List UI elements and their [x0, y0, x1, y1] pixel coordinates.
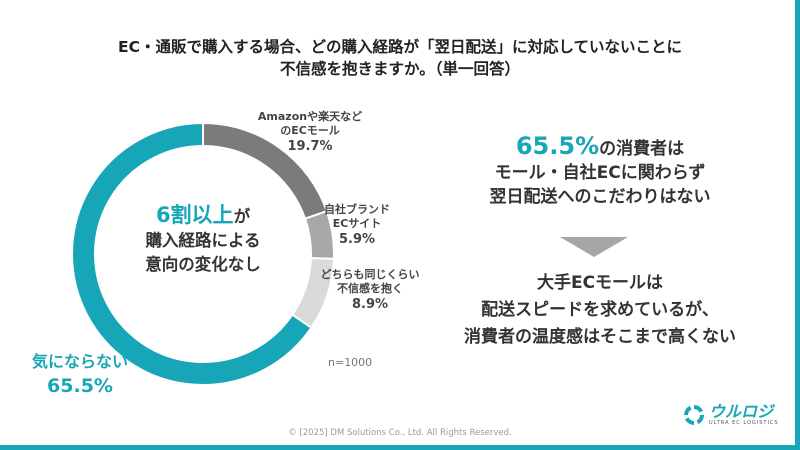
data-label: 65.5% [47, 375, 113, 397]
question-title: EC・通販で購入する場合、どの購入経路が「翌日配送」に対応していないことに 不信… [0, 36, 800, 80]
label-text: のECモール [280, 124, 340, 137]
frame-border-bottom [0, 445, 800, 450]
label-text: 不信感を抱く [337, 282, 403, 295]
label-text: ECサイト [332, 217, 382, 230]
slice-label-own-ec: 自社ブランド ECサイト 5.9% [322, 203, 392, 248]
slice-label-ec-mall: Amazonや楽天など のECモール 19.7% [250, 110, 370, 155]
label-text: Amazonや楽天など [257, 110, 363, 123]
label-text: 気にならない [31, 352, 128, 371]
label-text: 自社ブランド [324, 203, 390, 216]
conclusion-message: 大手ECモールは 配送スピードを求めているが、 消費者の温度感はそこまで高くない [440, 270, 760, 351]
center-line: 購入経路による [145, 231, 261, 250]
message-text: モール・自社ECに関わらず [494, 163, 706, 183]
title-line: 不信感を抱きますか。（単一回答） [280, 60, 520, 78]
title-line: EC・通販で購入する場合、どの購入経路が「翌日配送」に対応していないことに [117, 38, 682, 56]
copyright: © [2025] DM Solutions Co., Ltd. All Righ… [288, 428, 512, 438]
donut-slice-3 [71, 121, 313, 386]
logo: ウルロジ ULTRA EC LOGISTICS [683, 404, 779, 426]
frame-border-right [795, 0, 800, 450]
message-highlight: 65.5% [515, 132, 600, 160]
data-label: 19.7% [287, 139, 333, 154]
slice-label-dont-care: 気にならない 65.5% [30, 350, 130, 398]
slice-label-both: どちらも同じくらい 不信感を抱く 8.9% [315, 268, 425, 313]
data-label: 5.9% [338, 232, 376, 247]
center-highlight: 6割以上 [155, 203, 234, 227]
message-text: 翌日配送へのこだわりはない [489, 187, 711, 207]
sample-size: n=1000 [328, 356, 373, 369]
message-text: 消費者の温度感はそこまで高くない [464, 327, 736, 347]
logo-name: ウルロジ [709, 402, 774, 421]
message-text: 配送スピードを求めているが、 [481, 300, 719, 320]
center-suffix: が [233, 207, 251, 226]
donut-center-text: 6割以上が 購入経路による 意向の変化なし [118, 203, 288, 277]
logo-ring-icon [684, 405, 704, 425]
center-line: 意向の変化なし [145, 255, 261, 274]
down-arrow-icon [560, 237, 628, 257]
logo-tagline: ULTRA EC LOGISTICS [709, 420, 779, 426]
data-label: 8.9% [351, 297, 389, 312]
key-message: 65.5%の消費者は モール・自社ECに関わらず 翌日配送へのこだわりはない [440, 134, 760, 209]
message-text: 大手ECモールは [536, 273, 664, 293]
label-text: どちらも同じくらい [320, 268, 420, 281]
message-text: の消費者は [599, 139, 685, 159]
